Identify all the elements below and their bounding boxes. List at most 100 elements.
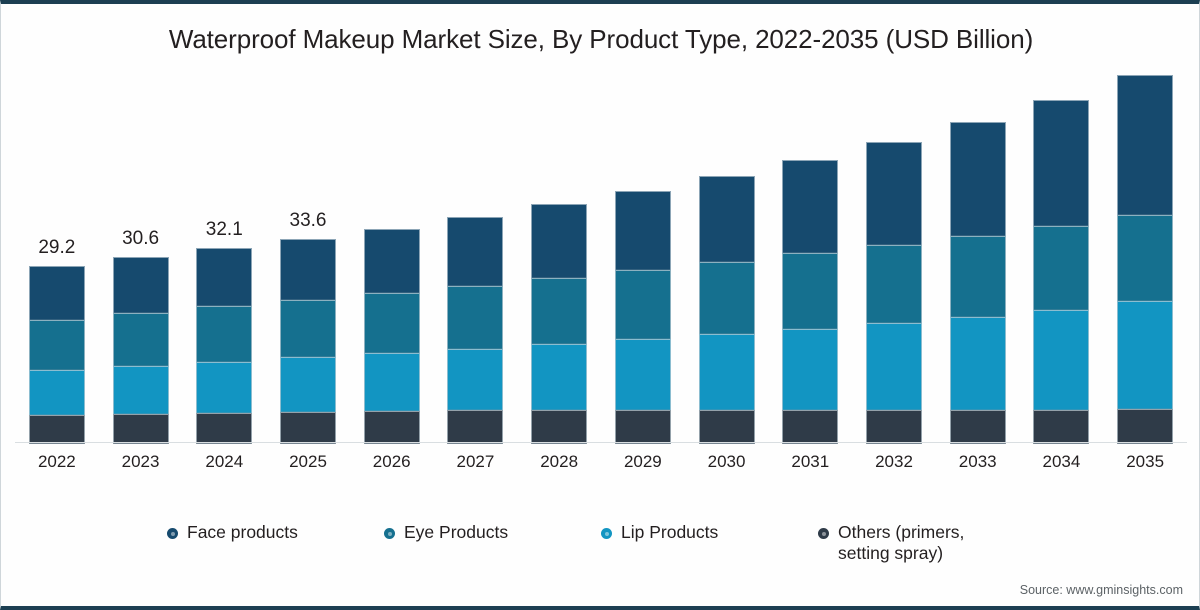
- bar-segment[interactable]: [1033, 310, 1090, 410]
- x-tick-label: 2034: [1042, 452, 1081, 471]
- bar-segment[interactable]: [866, 409, 922, 444]
- bar-segment[interactable]: [363, 292, 420, 354]
- bar-segment[interactable]: [363, 411, 420, 444]
- bar-segment[interactable]: [1117, 215, 1174, 301]
- bar-segment[interactable]: [614, 269, 671, 340]
- bar-segment[interactable]: [782, 409, 839, 444]
- bar-segment[interactable]: [280, 299, 336, 358]
- bar-group[interactable]: 32.1: [196, 219, 253, 444]
- legend-color-dot-icon: [167, 528, 178, 539]
- bar-group[interactable]: [782, 159, 839, 444]
- bar-group[interactable]: [1033, 99, 1090, 444]
- bar-segment[interactable]: [698, 334, 755, 410]
- bar-segment[interactable]: [196, 248, 253, 307]
- bar-segment[interactable]: [1033, 225, 1090, 311]
- bar-segment[interactable]: [280, 411, 336, 444]
- bar-group[interactable]: [866, 142, 922, 444]
- bar-segment[interactable]: [698, 409, 755, 444]
- plot-area: 29.2 30.6 32.1 33.6: [15, 64, 1187, 444]
- bar-group[interactable]: 33.6: [280, 210, 336, 444]
- x-tick-label: 2033: [958, 452, 997, 471]
- bar-group[interactable]: [531, 204, 588, 444]
- bar-value-label: 29.2: [38, 237, 76, 259]
- bar-segment[interactable]: [280, 239, 336, 300]
- legend-item-label: Lip Products: [621, 522, 719, 542]
- bar-segment[interactable]: [1117, 300, 1174, 410]
- bar-segment[interactable]: [614, 191, 671, 270]
- bar-group[interactable]: 30.6: [112, 228, 169, 444]
- x-tick-label: 2032: [875, 452, 913, 471]
- bar-stack: [698, 176, 755, 444]
- bar-stack: [614, 191, 671, 444]
- bar-segment[interactable]: [698, 176, 755, 262]
- bar-segment[interactable]: [1117, 74, 1174, 216]
- bar-segment[interactable]: [447, 217, 504, 286]
- bar-segment[interactable]: [866, 244, 922, 324]
- bar-group[interactable]: 29.2: [28, 237, 85, 444]
- x-tick-label: 2027: [456, 452, 495, 471]
- legend-color-dot-icon: [384, 528, 395, 539]
- bar-segment[interactable]: [531, 204, 588, 278]
- legend-item[interactable]: Eye Products: [384, 522, 601, 543]
- legend-item[interactable]: Others (primers, setting spray): [818, 522, 1035, 564]
- bar-group[interactable]: [363, 228, 420, 444]
- bar-segment[interactable]: [531, 344, 588, 410]
- x-tick-label: 2025: [289, 452, 327, 471]
- bar-group[interactable]: [1117, 74, 1174, 444]
- x-tick-label: 2028: [540, 452, 579, 471]
- bar-segment[interactable]: [112, 312, 169, 366]
- legend-item[interactable]: Face products: [167, 522, 384, 543]
- bar-segment[interactable]: [28, 415, 85, 444]
- bar-segment[interactable]: [112, 414, 169, 444]
- bar-segment[interactable]: [28, 319, 85, 371]
- bar-segment[interactable]: [949, 409, 1006, 444]
- bar-segment[interactable]: [447, 285, 504, 349]
- bar-segment[interactable]: [196, 306, 253, 362]
- x-tick-label: 2026: [372, 452, 411, 471]
- bar-segment[interactable]: [28, 266, 85, 320]
- bar-segment[interactable]: [447, 410, 504, 444]
- chart-legend: Face products Eye Products Lip Products Oth…: [1, 522, 1199, 564]
- x-tick-label: 2022: [37, 452, 76, 471]
- x-tick-label: 2031: [791, 452, 830, 471]
- source-attribution: Source: www.gminsights.com: [1019, 583, 1183, 597]
- bar-segment[interactable]: [782, 159, 839, 254]
- bar-group[interactable]: [949, 122, 1006, 444]
- bar-segment[interactable]: [782, 253, 839, 329]
- bar-segment[interactable]: [949, 317, 1006, 410]
- legend-color-dot-icon: [601, 528, 612, 539]
- bar-segment[interactable]: [112, 257, 169, 313]
- bar-stack: [447, 217, 504, 444]
- bar-segment[interactable]: [866, 323, 922, 410]
- bar-group[interactable]: [447, 217, 504, 444]
- bar-segment[interactable]: [1033, 409, 1090, 444]
- x-tick-label: 2024: [205, 452, 244, 471]
- bar-group[interactable]: [614, 191, 671, 444]
- bar-segment[interactable]: [949, 122, 1006, 236]
- bar-segment[interactable]: [531, 277, 588, 345]
- chart-title: Waterproof Makeup Market Size, By Produc…: [168, 24, 1034, 54]
- bar-segment[interactable]: [698, 261, 755, 335]
- bar-segment[interactable]: [363, 353, 420, 412]
- legend-item-label: Eye Products: [404, 522, 509, 542]
- bar-segment[interactable]: [531, 409, 588, 444]
- bar-segment[interactable]: [614, 409, 671, 444]
- bar-segment[interactable]: [614, 339, 671, 410]
- bar-stack: [363, 228, 420, 444]
- bar-segment[interactable]: [363, 228, 420, 293]
- bar-segment[interactable]: [949, 235, 1006, 318]
- bar-segment[interactable]: [196, 412, 253, 444]
- bar-segment[interactable]: [28, 370, 85, 416]
- legend-item[interactable]: Lip Products: [601, 522, 818, 543]
- bar-stack: 29.2: [28, 237, 85, 444]
- bar-segment[interactable]: [866, 142, 922, 245]
- bar-segment[interactable]: [447, 348, 504, 411]
- bar-segment[interactable]: [1117, 409, 1174, 444]
- bar-segment[interactable]: [280, 357, 336, 412]
- bar-segment[interactable]: [196, 361, 253, 413]
- bar-segment[interactable]: [112, 365, 169, 415]
- bar-group[interactable]: [698, 176, 755, 444]
- bar-stack: [1033, 99, 1090, 444]
- bar-segment[interactable]: [782, 328, 839, 410]
- bar-segment[interactable]: [1033, 99, 1090, 226]
